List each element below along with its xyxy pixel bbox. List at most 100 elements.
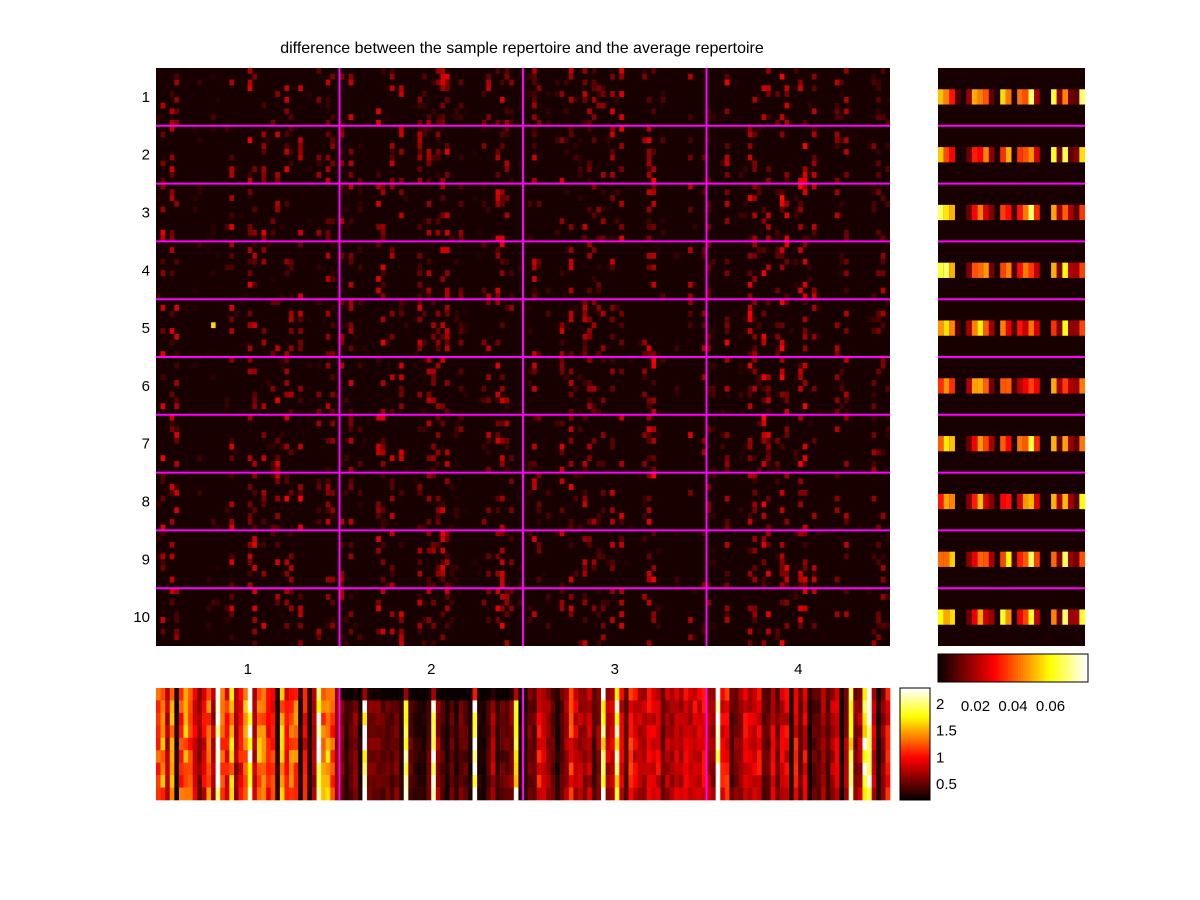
bottom-heatmap-cell [678,750,684,763]
heatmap-cell [445,553,450,560]
heatmap-cell [229,195,234,201]
heatmap-cell [596,385,601,392]
heatmap-cell [252,403,257,410]
heatmap-cell [422,640,427,646]
heatmap-cell [812,576,817,583]
heatmap-cell [426,617,432,623]
bottom-heatmap-cell [201,700,207,714]
heatmap-cell [582,316,588,323]
bottom-heatmap-cell [839,725,845,739]
bottom-heatmap-cell [467,762,473,776]
colorbar-segment [900,796,930,799]
bottom-heatmap-cell [275,725,281,739]
heatmap-cell [651,68,657,74]
heatmap-cell [779,299,785,305]
bottom-heatmap-cell [334,725,340,739]
heatmap-cell [348,518,354,525]
heatmap-cell [357,247,363,253]
heatmap-cell [247,322,253,329]
heatmap-cell [348,409,354,415]
bottom-heatmap-cell [830,750,836,763]
bottom-heatmap-cell [862,787,868,801]
bottom-heatmap-cell [211,787,216,801]
bottom-heatmap-cell [490,688,496,701]
bottom-heatmap-cell [779,688,785,701]
bottom-heatmap-cell [761,725,767,739]
colorbar-segment [900,788,930,792]
heatmap-cell [422,409,427,415]
bottom-heatmap-cell [692,700,698,714]
bottom-heatmap-cell [656,787,661,801]
bottom-heatmap-cell [229,737,235,751]
right-heatmap-cell [988,147,995,163]
heatmap-cell [775,345,780,352]
colorbar-tick-label: 0.5 [936,776,957,793]
heatmap-cell [224,224,230,230]
bottom-heatmap-cell [605,725,611,739]
bottom-heatmap-cell [435,737,441,751]
colorbar-segment [900,777,930,780]
bottom-heatmap-cell [408,725,414,739]
heatmap-cell [458,385,464,392]
bottom-heatmap-cell [532,787,538,801]
heatmap-cell [380,183,386,190]
colorbar-segment [900,753,930,756]
bottom-heatmap-cell [247,688,253,701]
bottom-heatmap-cell [573,762,579,776]
heatmap-cell [724,385,730,392]
bottom-heatmap-cell [688,750,694,763]
bottom-heatmap-cell [614,787,620,801]
right-heatmap-cell [1028,609,1035,625]
heatmap-cell [376,357,381,363]
heatmap-cell [380,507,386,514]
heatmap-cell [348,541,354,548]
bottom-heatmap-cell [669,725,675,739]
heatmap-cell [711,114,716,121]
heatmap-cell [660,357,666,363]
heatmap-cell [445,79,450,86]
bottom-heatmap-cell [357,700,363,714]
heatmap-cell [610,125,615,132]
bottom-heatmap-cell [206,787,212,801]
bottom-heatmap-cell [532,700,538,714]
heatmap-cell [403,466,409,473]
heatmap-cell [504,640,510,646]
right-heatmap-cell [938,320,944,336]
heatmap-cell [761,432,767,438]
bottom-heatmap-cell [449,775,455,788]
heatmap-cell [339,252,345,259]
bottom-heatmap-cell [243,787,249,801]
heatmap-cell [477,229,482,236]
heatmap-cell [160,270,166,277]
heatmap-cell [802,258,808,265]
bottom-heatmap-cell [802,787,808,801]
heatmap-cell [339,160,345,167]
bottom-heatmap-cell [697,737,703,751]
bottom-heatmap-cell [169,762,175,776]
heatmap-cell [243,339,248,346]
heatmap-cell [880,565,886,571]
right-heatmap-cell [1000,89,1006,105]
colorbar-segment [900,693,930,696]
heatmap-cell [536,472,542,479]
right-heatmap-cell [1022,378,1029,394]
heatmap-cell [701,449,707,456]
heatmap-cell [440,114,446,121]
bottom-heatmap-cell [587,762,593,776]
heatmap-cell [784,409,790,415]
bottom-heatmap-cell [472,737,478,751]
heatmap-cell [587,536,592,542]
heatmap-cell [380,524,386,531]
bottom-heatmap-cell [825,750,831,763]
bottom-heatmap-cell [495,762,501,776]
bottom-heatmap-cell [578,750,583,763]
bottom-heatmap-cell [229,787,235,801]
heatmap-cell [504,443,510,450]
heatmap-cell [646,455,652,462]
heatmap-cell [701,322,707,329]
bottom-heatmap-cell [536,775,542,788]
heatmap-cell [724,524,730,531]
heatmap-cell [724,495,730,502]
heatmap-cell [844,409,849,415]
colorbar-segment [900,706,930,710]
